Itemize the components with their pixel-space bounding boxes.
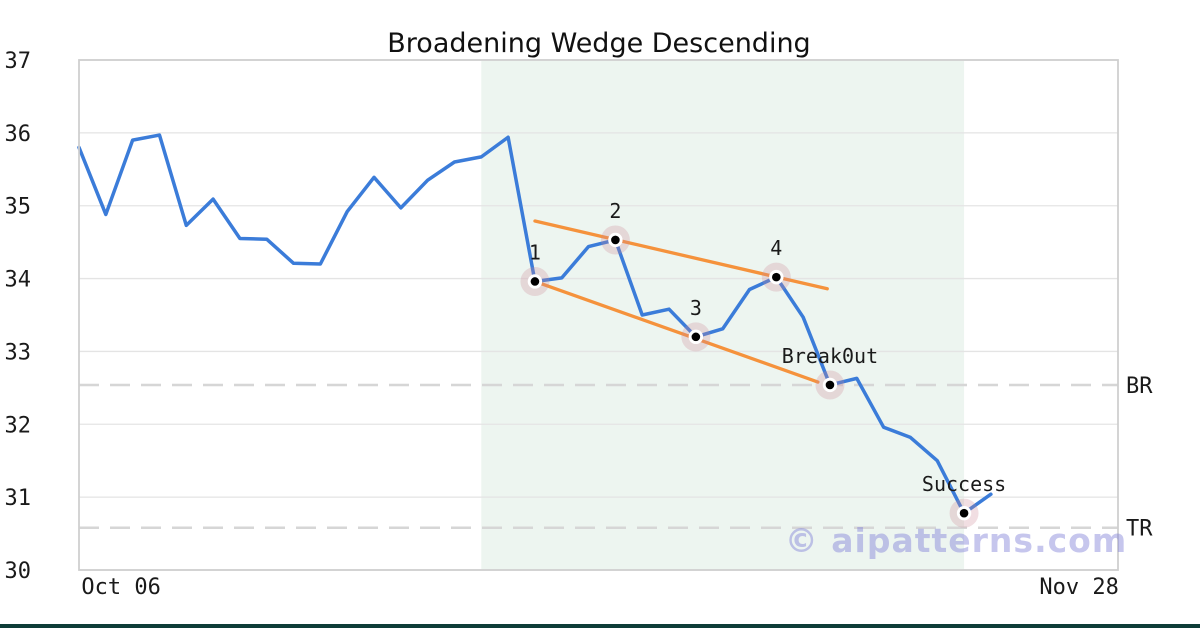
annotation-label-4: 4 <box>770 236 782 260</box>
y-tick-label: 31 <box>5 486 32 511</box>
marker-dot <box>611 235 620 245</box>
shaded-region-layer <box>481 61 965 569</box>
trendline-lower <box>533 279 820 384</box>
marker-dot <box>691 332 701 342</box>
chart-title: Broadening Wedge Descending <box>387 28 810 59</box>
annotation-label-1: 1 <box>529 240 541 264</box>
y-tick-label: 35 <box>5 195 32 220</box>
y-tick-label: 36 <box>5 122 32 147</box>
annotation-label-2: 2 <box>609 199 621 223</box>
plot-border-layer <box>78 59 1119 571</box>
x-tick-label: Nov 28 <box>1039 575 1118 600</box>
annotation-label-success: Success <box>922 472 1006 496</box>
level-label-br: BR <box>1126 374 1153 399</box>
point-markers-layer: 1 2 3 4 Break0ut Success <box>520 199 1006 528</box>
gridlines-layer <box>79 59 1118 571</box>
y-tick-label: 32 <box>5 413 32 438</box>
y-tick-label: 34 <box>5 268 32 293</box>
pattern-shade-region <box>481 61 965 569</box>
x-tick-label: Oct 06 <box>81 575 160 600</box>
y-tick-label: 33 <box>5 340 32 365</box>
marker-dot <box>959 508 969 518</box>
level-label-tr: TR <box>1126 517 1153 542</box>
y-tick-label: 30 <box>5 559 32 584</box>
level-lines-layer <box>79 383 1118 529</box>
plot-border <box>78 59 1119 571</box>
marker-dot <box>772 272 781 282</box>
annotation-label-break0ut: Break0ut <box>782 344 878 368</box>
marker-dot <box>825 380 835 390</box>
marker-dot <box>530 277 540 286</box>
watermark-text: © aipatterns.com <box>785 521 1127 560</box>
y-tick-label: 37 <box>5 49 32 74</box>
annotation-label-3: 3 <box>690 296 702 320</box>
bottom-accent-bar <box>0 624 1200 628</box>
